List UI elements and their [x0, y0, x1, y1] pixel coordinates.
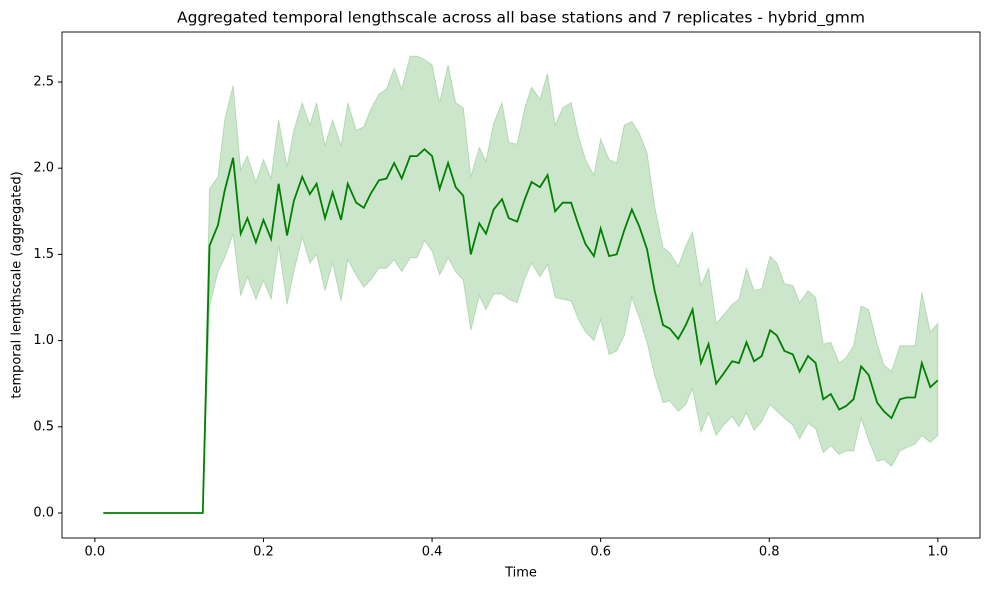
confidence-band	[103, 55, 939, 514]
x-tick-label: 0.4	[422, 545, 443, 560]
x-tick-label: 1.0	[928, 545, 949, 560]
y-tick-label: 2.0	[33, 161, 54, 176]
y-tick-label: 1.0	[33, 333, 54, 348]
chart-title: Aggregated temporal lengthscale across a…	[177, 9, 865, 28]
x-axis-label: Time	[504, 566, 537, 581]
x-tick-label: 0.2	[253, 545, 274, 560]
plot-frame	[61, 31, 981, 539]
y-tick-label: 1.5	[33, 247, 54, 262]
y-tick-label: 0.0	[33, 506, 54, 521]
x-tick-label: 0.0	[85, 545, 106, 560]
y-tick-label: 0.5	[33, 419, 54, 434]
x-tick-label: 0.6	[590, 545, 611, 560]
mean-line	[103, 148, 939, 514]
y-tick-label: 2.5	[33, 74, 54, 89]
y-axis-label: temporal lengthscale (aggregated)	[10, 171, 25, 398]
x-tick-label: 0.8	[759, 545, 780, 560]
